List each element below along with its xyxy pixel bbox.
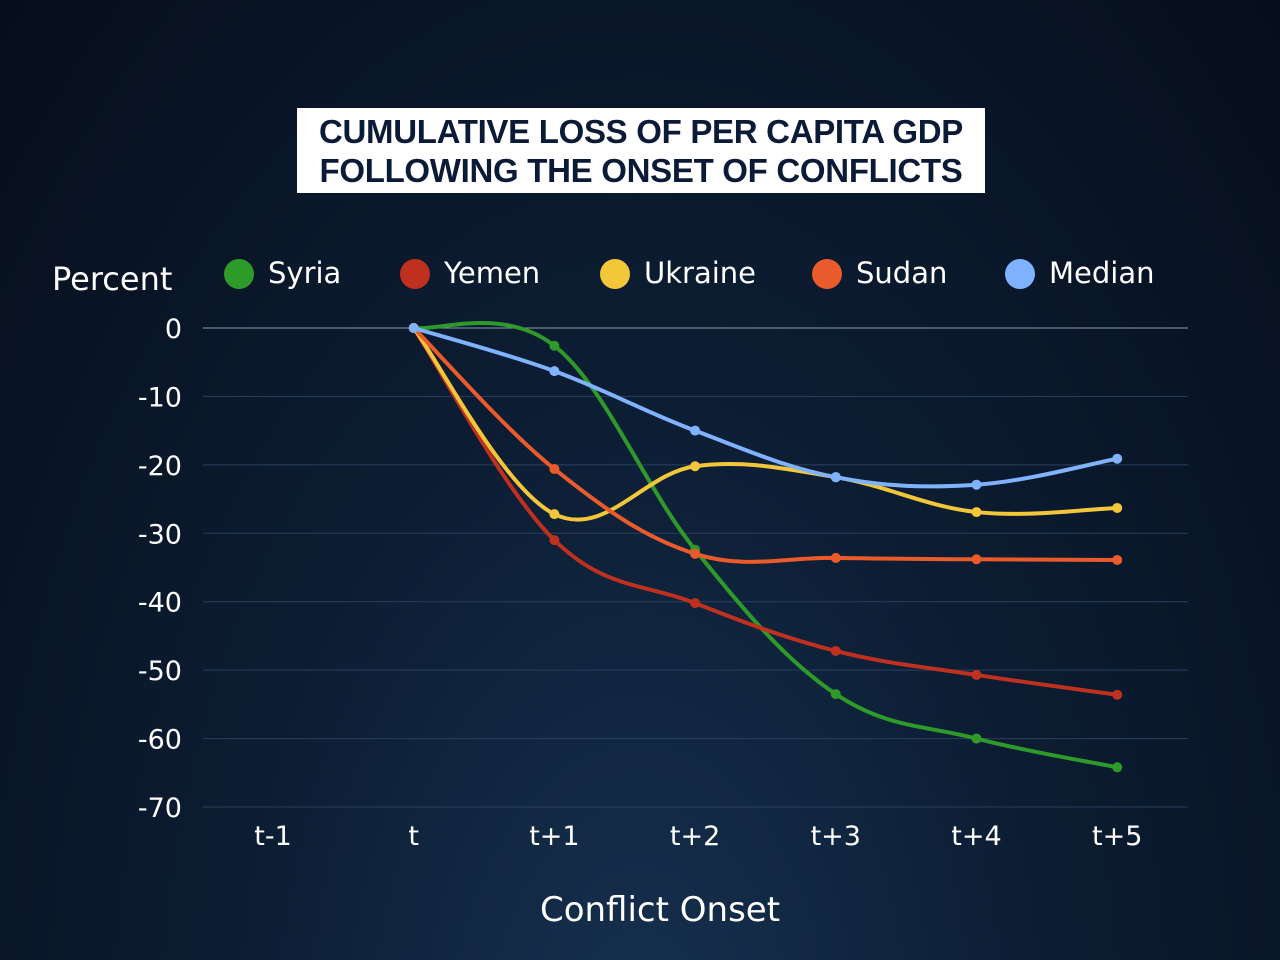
x-tick-label: t [408, 821, 419, 852]
data-point-sudan [690, 548, 701, 559]
chart-title-line-1: CUMULATIVE LOSS OF PER CAPITA GDP [318, 113, 963, 150]
legend-label: Median [1049, 256, 1154, 290]
legend-item-syria[interactable]: Syria [224, 256, 341, 290]
series-yemen [408, 323, 1123, 700]
x-tick-label: t+5 [1092, 821, 1142, 852]
series-sudan [408, 323, 1123, 565]
series-line-sudan [411, 326, 1120, 564]
y-tick-label: -30 [138, 519, 182, 550]
data-point-syria [830, 689, 841, 700]
x-tick-label: t+3 [811, 821, 861, 852]
data-point-yemen [549, 535, 560, 546]
legend-label: Yemen [443, 256, 540, 290]
chart-title: CUMULATIVE LOSS OF PER CAPITA GDP FOLLOW… [297, 108, 985, 193]
legend-marker [812, 259, 842, 289]
legend-marker [1005, 259, 1035, 289]
legend-item-median[interactable]: Median [1005, 256, 1154, 290]
data-point-sudan [830, 552, 841, 563]
y-tick-label: -10 [138, 382, 182, 413]
y-tick-label: -70 [138, 793, 182, 824]
y-tick-label: 0 [165, 314, 182, 345]
legend-marker [400, 259, 430, 289]
data-point-median [690, 425, 701, 436]
data-point-yemen [971, 669, 982, 680]
series-syria [408, 321, 1123, 773]
legend-item-ukraine[interactable]: Ukraine [600, 256, 756, 290]
legend-label: Ukraine [644, 256, 756, 290]
data-point-sudan [549, 463, 560, 474]
x-tick-label: t+2 [670, 821, 720, 852]
data-point-yemen [1112, 689, 1123, 700]
data-point-median [830, 472, 841, 483]
x-tick-label: t-1 [254, 821, 292, 852]
data-point-sudan [971, 554, 982, 565]
y-tick-label: -50 [138, 656, 182, 687]
series-median [408, 323, 1123, 490]
y-tick-label: -20 [138, 451, 182, 482]
chart-title-line-2: FOLLOWING THE ONSET OF CONFLICTS [319, 152, 963, 189]
data-point-median [408, 323, 419, 333]
data-point-yemen [690, 598, 701, 609]
legend-label: Syria [268, 256, 341, 290]
legend-marker [600, 259, 630, 289]
y-tick-label: -40 [138, 588, 182, 619]
series-line-median [411, 326, 1120, 489]
data-point-syria [549, 340, 560, 351]
x-tick-label: t+4 [951, 821, 1001, 852]
y-tick-label: -60 [138, 725, 182, 756]
data-point-yemen [830, 645, 841, 656]
data-point-syria [1112, 762, 1123, 773]
legend-item-sudan[interactable]: Sudan [812, 256, 947, 290]
data-point-sudan [1112, 554, 1123, 565]
data-point-syria [971, 733, 982, 744]
legend-label: Sudan [856, 256, 947, 290]
data-point-median [1112, 453, 1123, 464]
x-tick-label: t+1 [529, 821, 579, 852]
data-point-median [549, 366, 560, 377]
x-axis-label: Conflict Onset [540, 890, 780, 930]
data-point-ukraine [549, 509, 560, 520]
series-line-syria [411, 321, 1120, 770]
legend-marker [224, 259, 254, 289]
series-line-ukraine [411, 326, 1120, 522]
data-point-ukraine [1112, 502, 1123, 513]
series-line-yemen [411, 326, 1120, 697]
data-point-median [971, 479, 982, 490]
legend-item-yemen[interactable]: Yemen [400, 256, 540, 290]
data-point-ukraine [971, 507, 982, 518]
data-point-ukraine [690, 461, 701, 472]
y-axis-label: Percent [52, 260, 172, 298]
